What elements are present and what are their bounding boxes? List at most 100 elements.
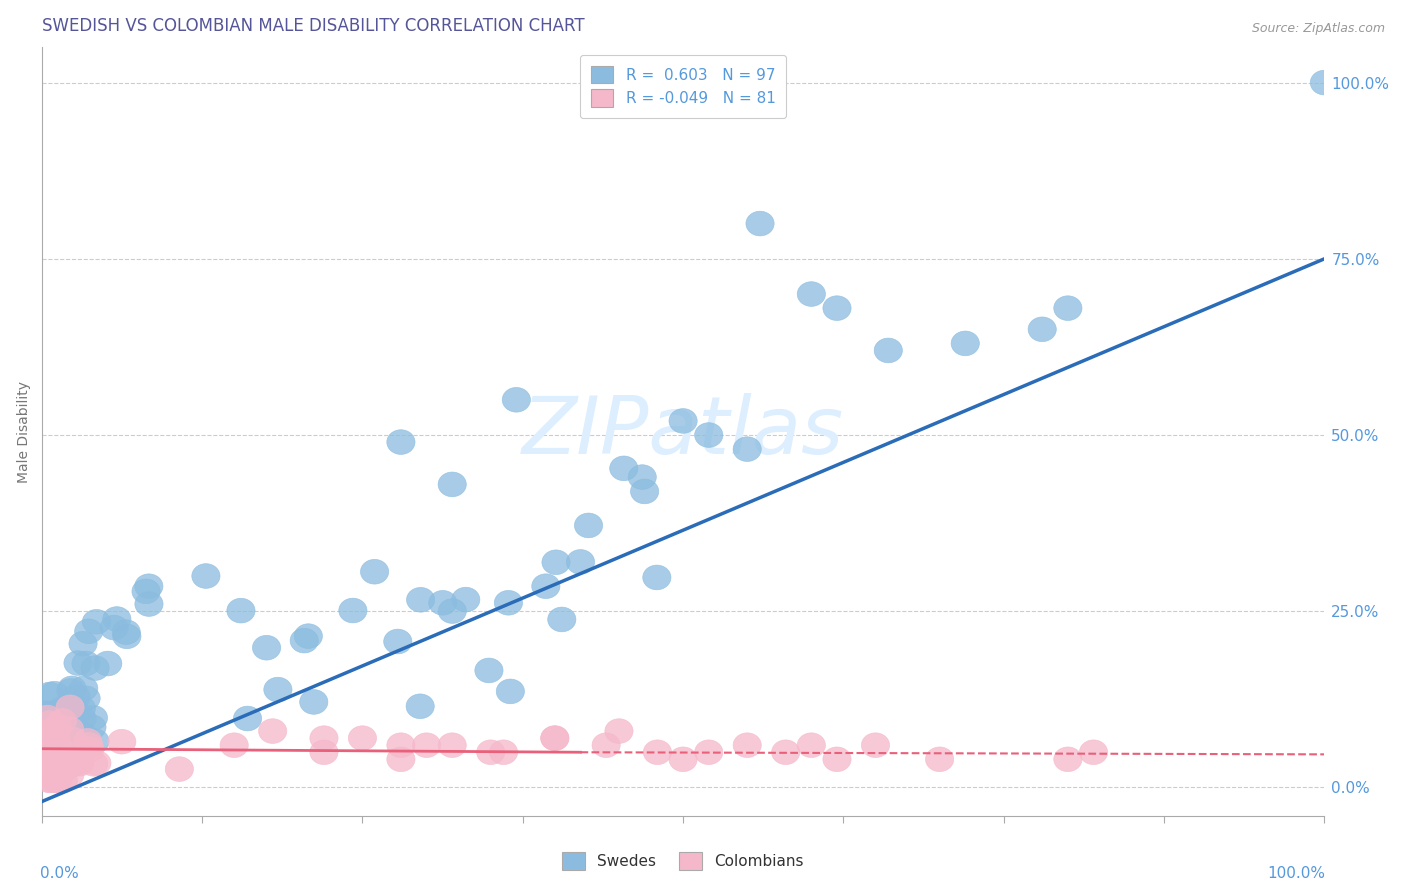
Ellipse shape [39,752,67,777]
Ellipse shape [669,409,697,434]
Ellipse shape [53,747,82,772]
Ellipse shape [38,734,66,759]
Ellipse shape [439,472,467,497]
Ellipse shape [628,465,657,490]
Ellipse shape [30,700,58,725]
Ellipse shape [592,733,620,757]
Text: 100.0%: 100.0% [1268,865,1326,880]
Ellipse shape [541,726,569,750]
Ellipse shape [823,747,851,772]
Ellipse shape [439,733,467,757]
Ellipse shape [695,423,723,448]
Ellipse shape [35,740,63,765]
Ellipse shape [58,676,86,701]
Ellipse shape [77,714,105,739]
Ellipse shape [191,564,219,589]
Ellipse shape [643,566,671,590]
Ellipse shape [567,549,595,574]
Ellipse shape [39,718,67,743]
Ellipse shape [496,679,524,704]
Text: ZIPatlas: ZIPatlas [522,392,844,470]
Ellipse shape [44,732,72,757]
Ellipse shape [49,705,79,730]
Ellipse shape [56,695,84,720]
Ellipse shape [39,764,67,788]
Ellipse shape [63,651,93,675]
Ellipse shape [48,713,76,738]
Ellipse shape [82,729,110,754]
Ellipse shape [451,587,479,612]
Ellipse shape [264,677,292,702]
Ellipse shape [30,719,58,744]
Ellipse shape [31,709,59,733]
Ellipse shape [72,651,100,676]
Ellipse shape [221,733,249,757]
Ellipse shape [108,730,136,754]
Ellipse shape [548,607,576,632]
Ellipse shape [65,749,93,773]
Ellipse shape [94,651,122,676]
Ellipse shape [862,733,890,757]
Ellipse shape [1310,70,1339,95]
Ellipse shape [31,724,59,749]
Ellipse shape [41,681,69,706]
Ellipse shape [48,708,77,733]
Ellipse shape [76,737,104,762]
Ellipse shape [429,591,457,615]
Ellipse shape [31,733,59,758]
Ellipse shape [35,768,63,793]
Ellipse shape [259,719,287,743]
Ellipse shape [226,599,254,623]
Text: 0.0%: 0.0% [41,865,79,880]
Ellipse shape [83,609,111,634]
Ellipse shape [48,720,76,745]
Ellipse shape [62,747,90,772]
Ellipse shape [475,658,503,682]
Ellipse shape [56,763,84,787]
Ellipse shape [44,744,72,769]
Ellipse shape [44,714,72,739]
Ellipse shape [34,722,62,747]
Ellipse shape [39,734,69,759]
Ellipse shape [925,747,953,772]
Ellipse shape [72,686,100,711]
Ellipse shape [772,739,800,764]
Ellipse shape [339,599,367,623]
Ellipse shape [38,708,66,733]
Ellipse shape [630,479,659,504]
Ellipse shape [83,751,111,775]
Ellipse shape [541,726,569,750]
Ellipse shape [309,739,337,764]
Ellipse shape [52,703,80,728]
Ellipse shape [605,719,633,743]
Ellipse shape [49,768,77,793]
Ellipse shape [695,739,723,764]
Ellipse shape [62,744,90,769]
Ellipse shape [797,282,825,306]
Ellipse shape [733,437,761,461]
Ellipse shape [294,624,322,648]
Ellipse shape [30,748,58,773]
Ellipse shape [412,733,440,757]
Ellipse shape [30,763,58,788]
Ellipse shape [49,696,77,721]
Ellipse shape [80,752,108,776]
Ellipse shape [35,733,65,757]
Text: Source: ZipAtlas.com: Source: ZipAtlas.com [1251,22,1385,36]
Ellipse shape [56,707,84,732]
Ellipse shape [69,739,97,763]
Ellipse shape [477,739,505,764]
Ellipse shape [502,387,530,412]
Ellipse shape [387,430,415,454]
Ellipse shape [48,700,76,725]
Ellipse shape [30,739,58,763]
Y-axis label: Male Disability: Male Disability [17,381,31,483]
Ellipse shape [79,706,107,731]
Ellipse shape [34,706,62,730]
Ellipse shape [30,736,58,761]
Ellipse shape [233,706,262,731]
Ellipse shape [1053,296,1083,320]
Text: SWEDISH VS COLOMBIAN MALE DISABILITY CORRELATION CHART: SWEDISH VS COLOMBIAN MALE DISABILITY COR… [42,17,585,35]
Ellipse shape [35,682,63,706]
Ellipse shape [349,726,377,750]
